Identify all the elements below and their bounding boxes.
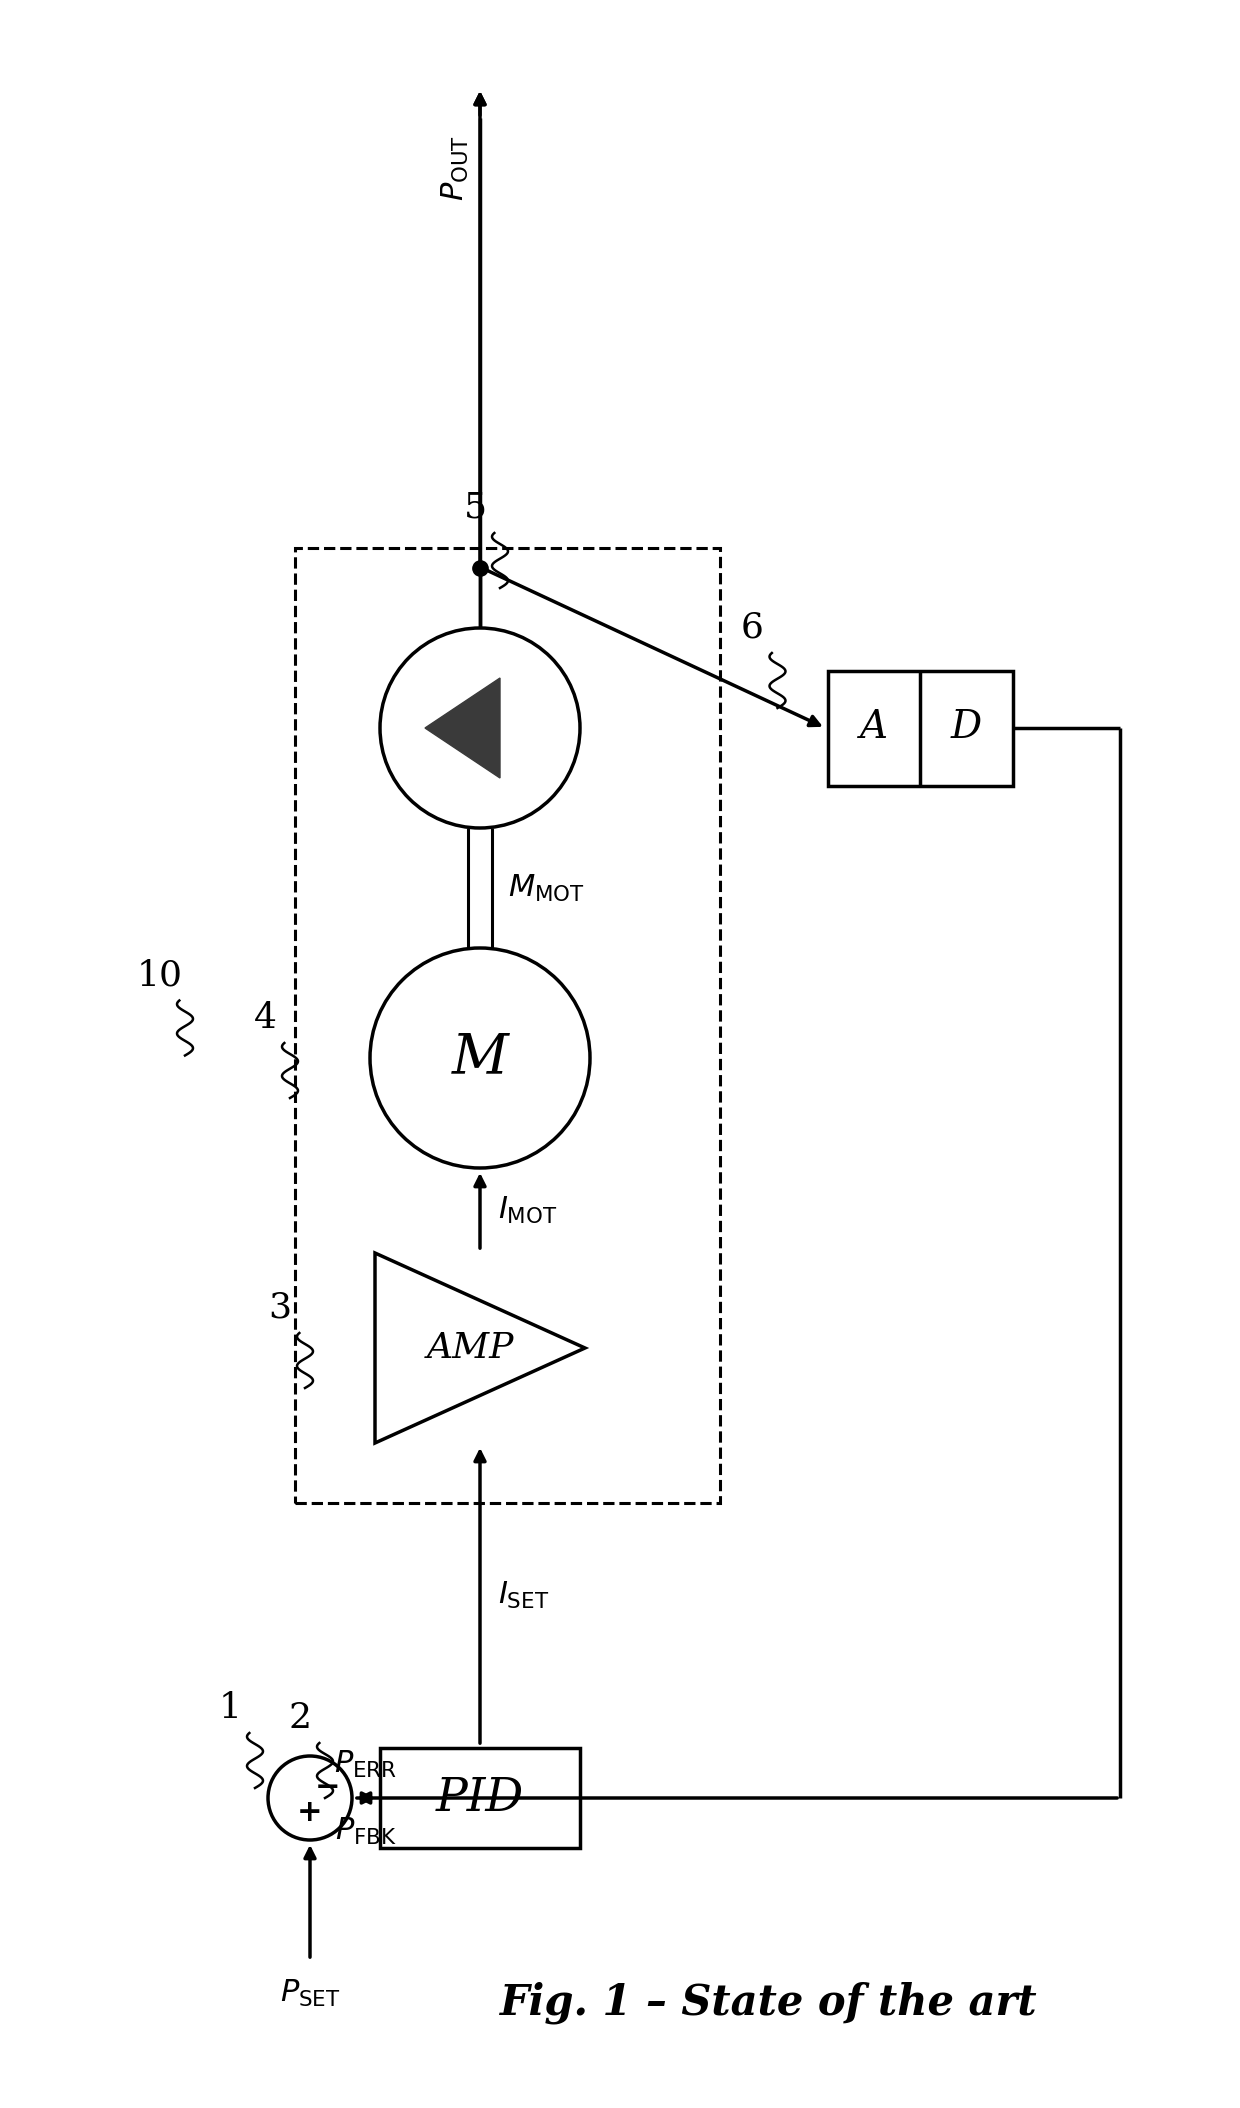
Text: $M_{\rm MOT}$: $M_{\rm MOT}$ bbox=[508, 873, 585, 904]
Text: $P_{\rm ERR}$: $P_{\rm ERR}$ bbox=[335, 1750, 398, 1779]
Text: D: D bbox=[951, 710, 982, 746]
Polygon shape bbox=[374, 1252, 585, 1444]
Text: A: A bbox=[859, 710, 888, 746]
Text: $P_{\rm SET}$: $P_{\rm SET}$ bbox=[280, 1977, 340, 2009]
Text: $P_{\rm OUT}$: $P_{\rm OUT}$ bbox=[439, 135, 470, 200]
Text: $I_{\rm SET}$: $I_{\rm SET}$ bbox=[498, 1581, 549, 1611]
Circle shape bbox=[370, 949, 590, 1168]
Text: PID: PID bbox=[436, 1775, 525, 1821]
Text: 1: 1 bbox=[218, 1691, 242, 1724]
Bar bbox=[295, 548, 720, 1503]
Text: 10: 10 bbox=[136, 959, 184, 993]
Text: Fig. 1 – State of the art: Fig. 1 – State of the art bbox=[500, 1982, 1038, 2024]
Bar bbox=[379, 1748, 580, 1849]
Text: M: M bbox=[451, 1031, 508, 1086]
Polygon shape bbox=[425, 679, 500, 778]
Text: $I_{\rm MOT}$: $I_{\rm MOT}$ bbox=[498, 1195, 557, 1227]
Text: 4: 4 bbox=[253, 1001, 277, 1035]
Text: 6: 6 bbox=[742, 611, 764, 645]
Text: 3: 3 bbox=[268, 1290, 291, 1326]
Text: −: − bbox=[315, 1773, 341, 1802]
Bar bbox=[827, 670, 1013, 786]
Text: +: + bbox=[298, 1798, 322, 1828]
Text: $P_{\rm FBK}$: $P_{\rm FBK}$ bbox=[335, 1815, 397, 1847]
Circle shape bbox=[379, 628, 580, 828]
Text: AMP: AMP bbox=[427, 1330, 513, 1366]
Text: 5: 5 bbox=[464, 491, 486, 525]
Text: 2: 2 bbox=[289, 1701, 311, 1735]
